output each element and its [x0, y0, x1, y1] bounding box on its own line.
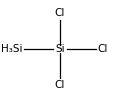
Text: Cl: Cl	[97, 44, 108, 54]
Text: H₃Si: H₃Si	[1, 44, 23, 54]
Text: Cl: Cl	[55, 8, 65, 18]
Text: Si: Si	[55, 44, 65, 54]
Text: Cl: Cl	[55, 80, 65, 90]
